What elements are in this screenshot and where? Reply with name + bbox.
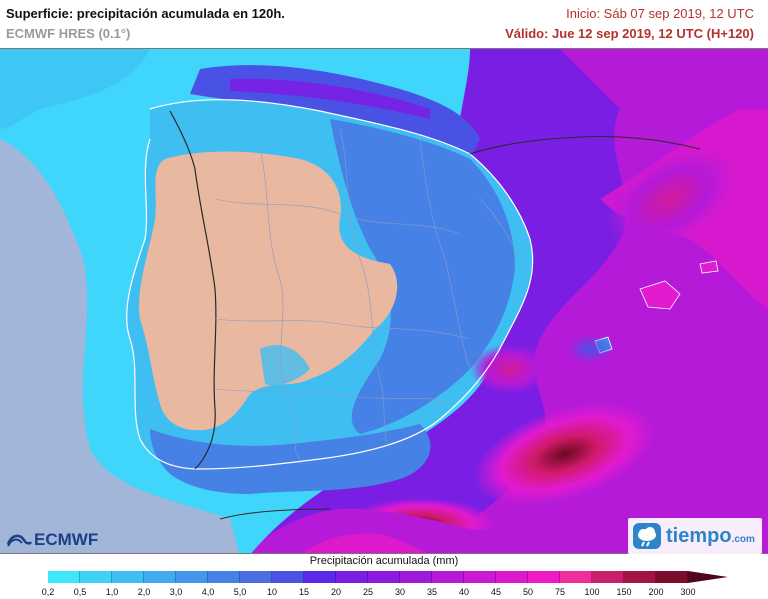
header: Superficie: precipitación acumulada en 1… xyxy=(0,0,768,48)
tiempo-logo-text: tiempo xyxy=(666,524,732,547)
ibiza-halo xyxy=(568,335,612,363)
map-title: Superficie: precipitación acumulada en 1… xyxy=(6,6,285,21)
north-africa-core xyxy=(302,533,427,553)
legend-tick-label: 100 xyxy=(584,587,600,597)
legend-swatch xyxy=(208,571,240,583)
legend-tick-label: 5,0 xyxy=(233,587,247,597)
legend-swatch xyxy=(464,571,496,583)
west-coastline xyxy=(126,138,201,470)
galicia-border xyxy=(169,110,196,170)
legend-swatch xyxy=(304,571,336,583)
legend-tick-label: 300 xyxy=(680,587,696,597)
interior-wet-patch xyxy=(260,345,310,386)
legend-swatch xyxy=(272,571,304,583)
legend-tick-label: 2,0 xyxy=(137,587,151,597)
legend-tick-label: 0,2 xyxy=(41,587,55,597)
legend-tick-label: 150 xyxy=(616,587,632,597)
regional-borders xyxy=(214,128,521,460)
legend-tick-label: 35 xyxy=(426,587,438,597)
map-svg xyxy=(0,49,768,553)
tiempo-logo: tiempo .com xyxy=(628,518,762,554)
legend-swatch xyxy=(592,571,624,583)
menorca xyxy=(699,260,719,274)
init-time: Inicio: Sáb 07 sep 2019, 12 UTC xyxy=(566,6,754,21)
ecmwf-logo: ECMWF xyxy=(6,530,98,550)
legend-tick-label: 0,5 xyxy=(73,587,87,597)
mallorca xyxy=(639,280,681,310)
legend-overflow-arrow xyxy=(688,571,728,583)
legend-tick-label: 40 xyxy=(458,587,470,597)
legend-tick-label: 4,0 xyxy=(201,587,215,597)
legend-swatch xyxy=(176,571,208,583)
legend-tick-label: 50 xyxy=(522,587,534,597)
legend-swatch xyxy=(560,571,592,583)
legend-tick-label: 10 xyxy=(266,587,278,597)
cloud-drop-icon xyxy=(633,523,661,549)
biscay-core xyxy=(230,78,430,119)
legend-swatch xyxy=(368,571,400,583)
lion-core xyxy=(606,149,734,249)
tiempo-logo-suffix: .com xyxy=(731,533,755,545)
iberia-east-wet xyxy=(330,119,515,434)
legend-swatch xyxy=(112,571,144,583)
south-coast xyxy=(150,424,431,494)
legend-swatch xyxy=(144,571,176,583)
legend-tick-label: 20 xyxy=(330,587,342,597)
valencia-core xyxy=(470,344,550,394)
ecmwf-logo-text: ECMWF xyxy=(34,530,99,549)
atlantic-dry-sea xyxy=(0,139,240,553)
portugal-border xyxy=(194,168,217,470)
legend-swatch xyxy=(496,571,528,583)
legend-swatch xyxy=(48,571,80,583)
legend-swatch xyxy=(432,571,464,583)
legend-tick-label: 30 xyxy=(394,587,406,597)
alboran-intense-core xyxy=(473,402,657,506)
legend-swatch xyxy=(80,571,112,583)
legend-swatch xyxy=(400,571,432,583)
legend-swatch xyxy=(240,571,272,583)
north-coastline xyxy=(149,99,471,155)
southeast-coastline xyxy=(199,153,534,470)
legend-labels: 0,2 0,5 1,0 2,0 3,0 4,0 5,0 10 15 20 25 30 35 40 45 50 7… xyxy=(0,587,768,599)
legend-tick-label: 45 xyxy=(490,587,502,597)
legend-tick-label: 200 xyxy=(648,587,664,597)
legend-tick-label: 25 xyxy=(362,587,374,597)
legend-swatch xyxy=(624,571,656,583)
atlantic-north-band xyxy=(0,49,150,129)
pyrenees-border xyxy=(469,136,701,155)
legend-title: Precipitación acumulada (mm) xyxy=(309,555,459,567)
legend-tick-label: 1,0 xyxy=(105,587,119,597)
precipitation-map[interactable] xyxy=(0,48,768,554)
africa-border xyxy=(219,508,331,520)
legend-swatch xyxy=(528,571,560,583)
valid-time: Válido: Jue 12 sep 2019, 12 UTC (H+120) xyxy=(505,26,754,41)
legend-colorbar xyxy=(48,571,688,583)
legend-swatch xyxy=(656,571,688,583)
legend-swatch xyxy=(336,571,368,583)
legend-tick-label: 75 xyxy=(554,587,566,597)
legend-tick-label: 15 xyxy=(298,587,310,597)
ecmwf-mark-icon xyxy=(6,534,32,547)
legend-tick-label: 3,0 xyxy=(169,587,183,597)
model-subtitle: ECMWF HRES (0.1°) xyxy=(6,26,131,41)
